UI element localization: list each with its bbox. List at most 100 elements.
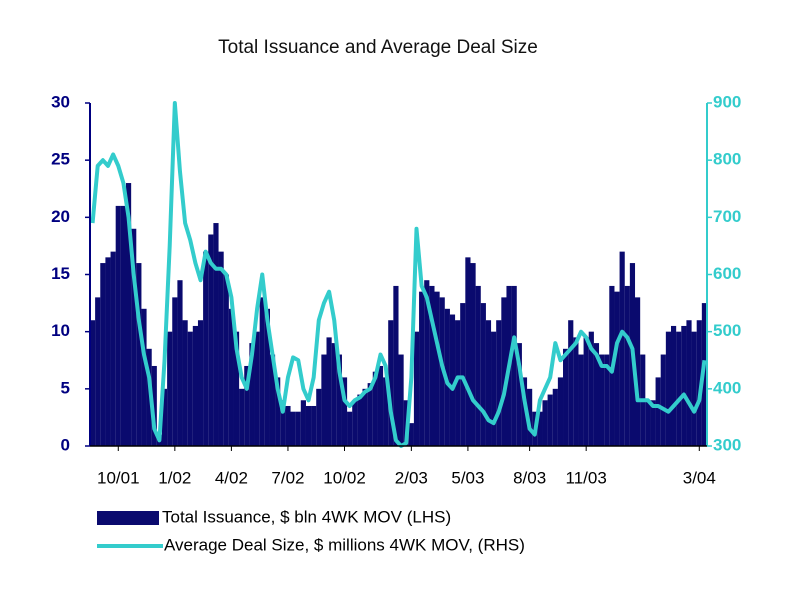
bar: [542, 400, 548, 446]
y2-tick-label: 600: [713, 264, 741, 283]
bar: [100, 263, 106, 446]
bar: [239, 388, 245, 446]
bar: [604, 354, 610, 446]
bar: [393, 285, 399, 446]
bar: [136, 263, 142, 446]
bar: [254, 331, 260, 446]
line: [90, 101, 707, 448]
bar: [485, 320, 492, 446]
bar: [593, 343, 600, 446]
bar: [321, 354, 327, 446]
legend-label: Total Issuance, $ bln 4WK MOV (LHS): [162, 507, 451, 526]
bar: [305, 405, 312, 446]
bar: [95, 297, 101, 446]
bar: [218, 251, 224, 446]
bar: [686, 320, 692, 446]
bar: [367, 383, 373, 446]
bar: [624, 285, 630, 446]
bar: [455, 320, 461, 446]
bar: [511, 285, 517, 446]
bar: [614, 291, 620, 446]
bar: [187, 331, 193, 446]
bar: [275, 377, 281, 446]
bar: [578, 354, 584, 446]
y2-tick-label: 500: [713, 321, 741, 340]
bar: [233, 331, 240, 446]
bar: [300, 400, 306, 446]
y-tick-label: 20: [51, 207, 70, 226]
bar: [388, 320, 394, 446]
bar: [434, 291, 440, 446]
bar: [280, 400, 286, 446]
bar: [547, 394, 553, 446]
bar: [681, 325, 687, 446]
bar: [341, 377, 348, 446]
bar: [110, 251, 116, 446]
bar: [192, 325, 198, 446]
bar: [151, 365, 157, 446]
bar: [377, 365, 384, 446]
y2-tick-label: 700: [713, 207, 741, 226]
x-tick-label: 10/02: [323, 468, 366, 487]
bar: [125, 183, 132, 447]
bar: [599, 354, 605, 446]
bar: [691, 331, 697, 446]
y2-tick-label: 300: [713, 435, 741, 454]
bar: [331, 343, 337, 446]
bar: [650, 400, 656, 446]
bar: [336, 354, 342, 446]
bar: [480, 303, 486, 446]
bar: [408, 423, 414, 446]
bar: [197, 320, 204, 446]
legend-swatch: [97, 511, 159, 525]
bar: [285, 405, 291, 446]
x-tick-label: 7/02: [271, 468, 304, 487]
bar: [352, 400, 358, 446]
bar: [177, 280, 183, 446]
bar: [249, 343, 255, 446]
bar: [167, 331, 173, 446]
bar: [120, 205, 127, 446]
y-tick-label: 0: [61, 435, 70, 454]
x-tick-label: 10/01: [97, 468, 140, 487]
bar: [213, 223, 219, 446]
bar: [449, 314, 456, 446]
bar: [223, 274, 229, 446]
x-tick-label: 1/02: [158, 468, 191, 487]
bar: [573, 337, 579, 446]
bar: [362, 388, 368, 446]
bar: [557, 377, 564, 446]
bar: [470, 263, 476, 446]
bar: [264, 308, 270, 446]
bar: [496, 320, 502, 446]
bar: [419, 291, 425, 446]
bar: [316, 388, 322, 446]
x-tick-label: 4/02: [215, 468, 248, 487]
bar: [619, 251, 625, 446]
y2-tick-label: 800: [713, 150, 741, 169]
bar: [670, 325, 677, 446]
x-tick-label: 5/03: [451, 468, 484, 487]
x-tick-label: 2/03: [395, 468, 428, 487]
bar: [563, 348, 569, 446]
bar: [290, 411, 296, 446]
y2-tick-label: 400: [713, 378, 741, 397]
y-tick-label: 5: [61, 378, 70, 397]
bar: [465, 257, 471, 446]
bar: [460, 303, 466, 446]
bar: [383, 377, 389, 446]
bar: [501, 297, 507, 446]
bar: [424, 280, 430, 446]
bar: [105, 257, 111, 446]
bar: [311, 405, 317, 446]
bar: [161, 388, 168, 446]
bar: [429, 285, 435, 446]
bar: [552, 388, 558, 446]
bar: [696, 320, 702, 446]
chart-title: Total Issuance and Average Deal Size: [218, 37, 538, 58]
y-tick-label: 15: [51, 264, 70, 283]
bar: [244, 365, 250, 446]
y2-tick-label: 900: [713, 92, 741, 111]
bar: [295, 411, 301, 446]
